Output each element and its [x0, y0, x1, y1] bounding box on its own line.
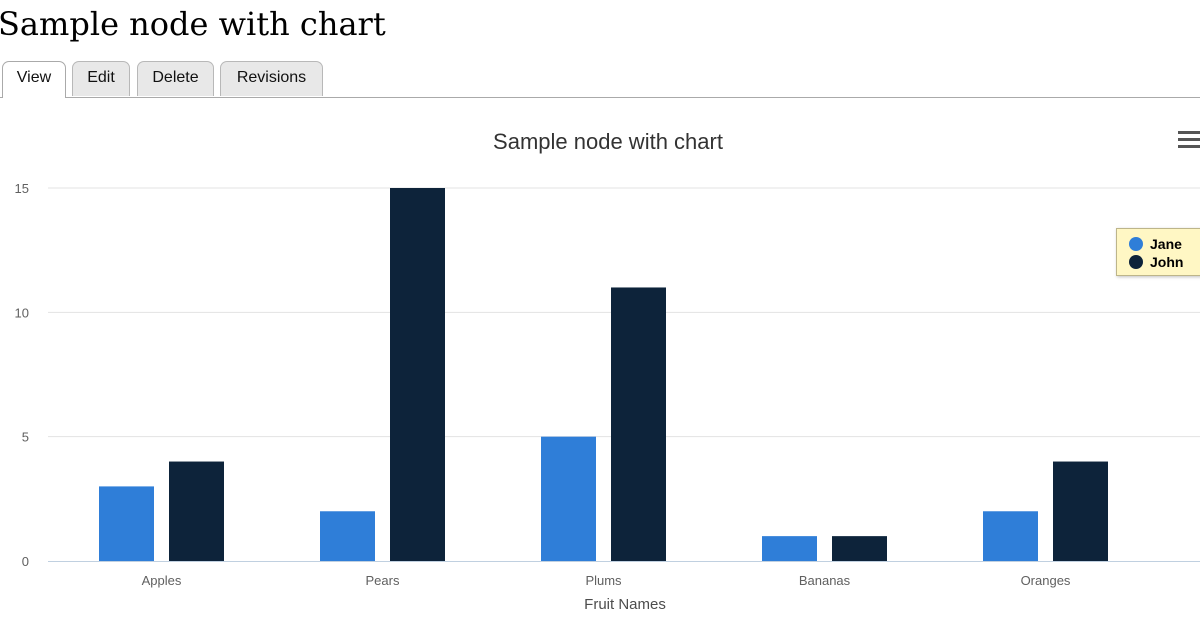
legend-label-jane: Jane [1150, 236, 1182, 252]
legend-label-john: John [1150, 254, 1184, 270]
bar-jane-apples[interactable] [99, 486, 154, 561]
tab-bar: View Edit Delete Revisions [0, 61, 1200, 98]
legend-item-john[interactable]: John [1129, 253, 1200, 271]
bar-john-bananas[interactable] [832, 536, 887, 561]
bar-jane-bananas[interactable] [762, 536, 817, 561]
y-tick-label: 10 [15, 305, 29, 320]
x-tick-label: Pears [366, 573, 400, 588]
bar-jane-oranges[interactable] [983, 511, 1038, 561]
tab-revisions[interactable]: Revisions [220, 61, 323, 96]
bar-john-pears[interactable] [390, 188, 445, 561]
hamburger-menu-icon[interactable] [1178, 131, 1200, 148]
y-tick-label: 15 [15, 181, 29, 196]
x-tick-label: Apples [142, 573, 182, 588]
bar-jane-pears[interactable] [320, 511, 375, 561]
bar-chart: Sample node with chart 0 5 10 15 Apples Pears… [15, 129, 1200, 613]
bar-john-apples[interactable] [169, 461, 224, 561]
tab-delete[interactable]: Delete [137, 61, 214, 96]
legend-marker-john [1129, 255, 1143, 269]
tab-edit[interactable]: Edit [72, 61, 130, 96]
bar-john-oranges[interactable] [1053, 461, 1108, 561]
y-tick-label: 5 [22, 430, 29, 445]
chart-container: Sample node with chart 0 5 10 15 Apples Pears… [0, 98, 1200, 630]
x-tick-label: Bananas [799, 573, 851, 588]
chart-title: Sample node with chart [493, 129, 723, 154]
bar-john-plums[interactable] [611, 287, 666, 561]
bar-jane-plums[interactable] [541, 436, 596, 561]
tab-view[interactable]: View [2, 61, 66, 98]
chart-legend: Jane John [1116, 228, 1200, 276]
x-tick-label: Plums [585, 573, 622, 588]
legend-marker-jane [1129, 237, 1143, 251]
legend-item-jane[interactable]: Jane [1129, 235, 1200, 253]
page-title: Sample node with chart [0, 5, 386, 43]
x-axis-title: Fruit Names [584, 596, 666, 613]
x-tick-label: Oranges [1021, 573, 1071, 588]
y-tick-label: 0 [22, 554, 29, 569]
